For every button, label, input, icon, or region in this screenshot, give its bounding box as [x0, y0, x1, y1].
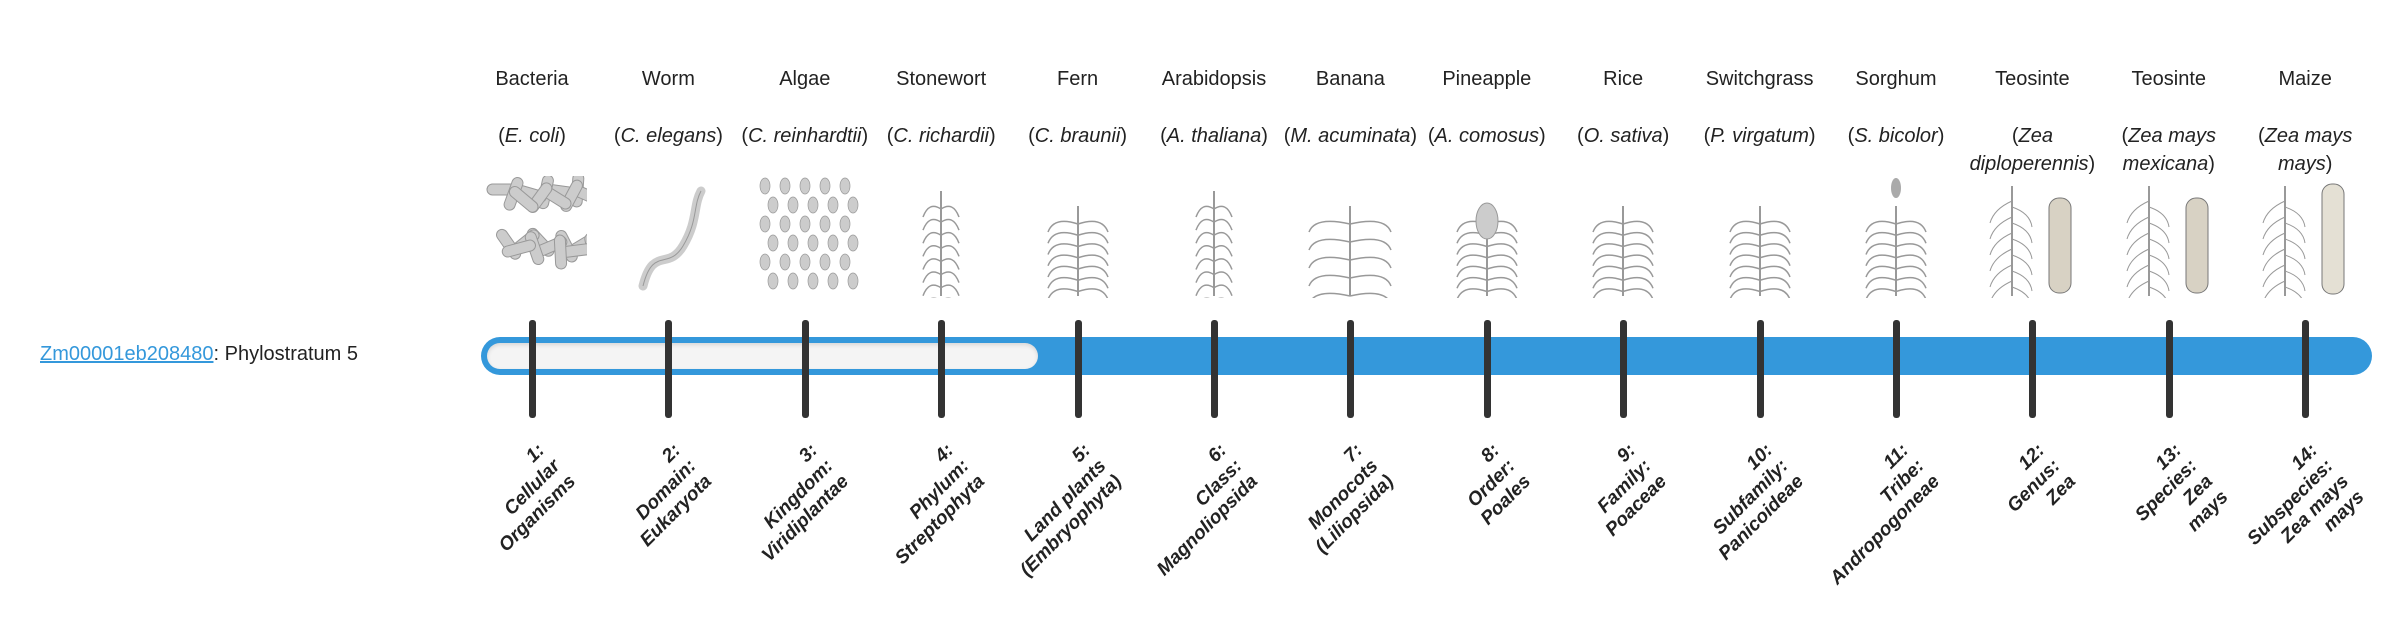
phylostratum-label: 10: Subfamily: Panicoideae: [1641, 440, 1808, 607]
pineapple-illustration-icon: [1432, 176, 1542, 312]
organism-species-name: C. reinhardtii: [737, 122, 873, 150]
organism-common-name: Teosinte: [1995, 68, 2070, 90]
phylostratum-tick: [938, 320, 946, 418]
phylostratum-label: 9: Family: Poaceae: [1505, 440, 1672, 607]
phylostratum-label: 4: Phylum: Streptophyta: [823, 440, 990, 607]
organism-species-name: O. sativa: [1555, 122, 1691, 150]
gene-id-link[interactable]: Zm00001eb208480: [40, 343, 214, 365]
organism-species-name: M. acuminata: [1282, 122, 1418, 150]
organism-species-name: C. braunii: [1010, 122, 1146, 150]
phylostratum-label: 13: Species: Zea mays: [2051, 440, 2233, 622]
organism-species-name: C. richardii: [873, 122, 1009, 150]
organism-species-name: Zea diploperennis: [1964, 122, 2100, 178]
gene-separator: :: [213, 343, 220, 365]
organism-common-name: Arabidopsis: [1161, 68, 1267, 90]
bacteria-illustration-icon: [477, 172, 605, 298]
organism-common-name: Rice: [1603, 68, 1644, 90]
organism-common-name: Maize: [2278, 68, 2332, 90]
phylostratum-tick: [1347, 320, 1355, 418]
phylostratum-label: 6: Class: Magnoliopsida: [1096, 440, 1263, 607]
organism-common-name: Stonewort: [896, 68, 987, 90]
phylostratum-label: 14: Subspecies: Zea mays mays: [2187, 440, 2369, 622]
phylostratum-tick: [1074, 320, 1082, 418]
phylostratum-label: 12: Genus: Zea: [1914, 440, 2081, 607]
switchgrass-illustration-icon: [1705, 176, 1815, 312]
organism-common-name: Algae: [779, 68, 831, 90]
phylostratum-tick: [2029, 320, 2037, 418]
phylostratum-label: 2: Domain: Eukaryota: [550, 440, 717, 607]
organism-common-name: Worm: [641, 68, 695, 90]
organism-species-name: Zea mays mays: [2237, 122, 2373, 178]
gene-label: Zm00001eb208480: Phylostratum 5: [40, 343, 358, 366]
fern-illustration-icon: [1023, 176, 1133, 312]
stonewort-illustration-icon: [886, 176, 996, 310]
phylostratum-label: 3: Kingdom: Viridiplantae: [687, 440, 854, 607]
organism-species-name: S. bicolor: [1828, 122, 1964, 150]
phylostratum-tick: [1620, 320, 1628, 418]
phylostratum-label: 11: Tribe: Andropogoneae: [1778, 440, 1945, 607]
phylostratum-label: 7: Monocots (Liliopsida): [1232, 440, 1399, 607]
organism-species-name: E. coli: [464, 122, 600, 150]
organism-common-name: Sorghum: [1855, 68, 1937, 90]
organism-common-name: Bacteria: [495, 68, 569, 90]
phylostratum-tick: [665, 320, 673, 418]
phylostratum-tick: [529, 320, 536, 418]
organism-common-name: Switchgrass: [1705, 68, 1814, 90]
phylostratum-label: 5: Land plants (Embryophyta): [959, 440, 1126, 607]
teosinte-illustration-icon: [2114, 176, 2224, 308]
phylostratum-label: 1: Cellular Organisms: [414, 440, 581, 607]
phylostratum-label: 8: Order: Poales: [1369, 440, 1536, 607]
rice-illustration-icon: [1568, 176, 1678, 312]
algae-illustration-icon: [750, 176, 860, 298]
organism-common-name: Teosinte: [2131, 68, 2207, 90]
organism-common-name: Fern: [1057, 68, 1099, 90]
banana-illustration-icon: [1295, 176, 1405, 305]
organism-common-name: Pineapple: [1442, 68, 1532, 90]
organism-species-name: Zea mays mexicana: [2101, 122, 2237, 178]
phylostratum-tick: [801, 320, 809, 418]
phylostratum-tick: [1483, 320, 1491, 418]
phylostratum-tick: [1893, 320, 1900, 418]
phylostratum-tick: [2302, 320, 2310, 418]
maize-illustration-icon: [2250, 176, 2360, 308]
phylostratum-tick: [1211, 320, 1218, 418]
phylostratum-text: Phylostratum 5: [219, 343, 358, 365]
organism-species-name: A. thaliana: [1146, 122, 1282, 150]
organism-species-name: P. virgatum: [1692, 122, 1828, 150]
phylostratum-bar: [481, 337, 2372, 375]
phylostratum-bar-unfilled: [487, 343, 1038, 369]
phylostratum-tick: [1756, 320, 1764, 418]
arabidopsis-illustration-icon: [1159, 176, 1269, 310]
organism-common-name: Banana: [1315, 68, 1385, 90]
sorghum-illustration-icon: [1841, 176, 1951, 312]
phylostratum-tick: [2165, 320, 2173, 418]
organism-species-name: A. comosus: [1419, 122, 1555, 150]
teosinte-illustration-icon: [1977, 176, 2087, 308]
organism-species-name: C. elegans: [600, 122, 736, 150]
worm-illustration-icon: [613, 176, 723, 298]
